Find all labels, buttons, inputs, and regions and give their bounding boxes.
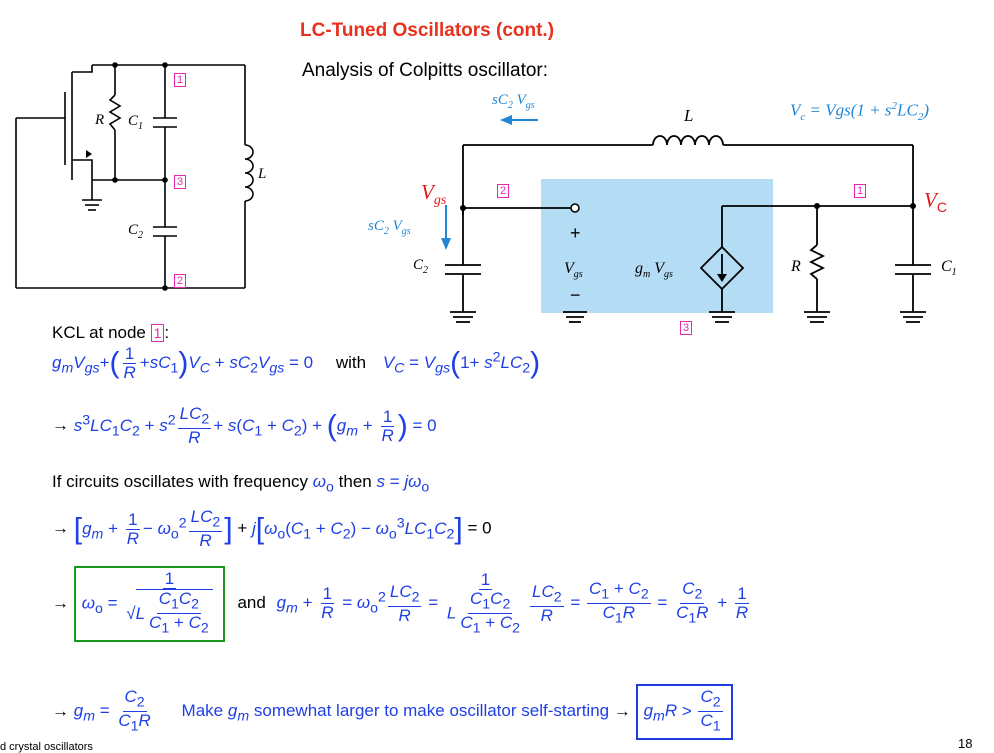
transistor-model-highlight [541, 179, 773, 313]
gm-result: → gm = C2 C1R Make gm somewhat larger to … [52, 684, 733, 740]
footer-text: d crystal oscillators [0, 741, 93, 753]
inductor-l-label: L [684, 106, 694, 125]
vgs-mid-label: Vgs [564, 260, 583, 281]
kcl-equation: gmVgs+(1 R +sC1)VC + sC2Vgs = 0 with VC = … [52, 344, 541, 382]
substituted-equation: → [gm + 1 R − ωo2 LC2 R] + j[ωo(C1 + C2) − ω… [52, 507, 492, 551]
right-r-label: R [791, 258, 801, 275]
left-l-label: L [258, 166, 267, 182]
slide-subtitle: Analysis of Colpitts oscillator: [302, 60, 549, 81]
gm-vgs-label: gm Vgs [635, 260, 673, 281]
left-node-3: 3 [174, 172, 187, 190]
plus-sign: + [570, 223, 581, 243]
vc-node-label: VC [924, 188, 947, 216]
right-node-3: 3 [680, 318, 693, 336]
left-c2-label: C2 [128, 222, 144, 241]
page-number: 18 [958, 736, 973, 751]
characteristic-equation: → s3LC1C2 + s2 LC2 R + s(C1 + C2) + (gm + 1… [52, 404, 437, 448]
colpitts-schematic [15, 62, 254, 291]
small-signal-circuit [441, 115, 931, 323]
left-node-2: 2 [174, 271, 187, 289]
left-r-label: R [95, 112, 105, 128]
vgs-node-label: Vgs [421, 180, 447, 209]
oscillation-condition: If circuits oscillates with frequency ωo… [52, 472, 430, 496]
slide-title: LC-Tuned Oscillators (cont.) [300, 20, 555, 41]
right-node-1: 1 [854, 181, 867, 199]
kcl-heading: KCL at node 1: [52, 323, 170, 342]
right-c2-label: C2 [413, 257, 429, 276]
left-c1-label: C1 [128, 113, 144, 132]
current-label-left: sC2 Vgs [368, 218, 411, 237]
right-node-2: 2 [497, 181, 510, 199]
current-label-top: sC2 Vgs [492, 92, 535, 111]
right-c1-label: C1 [941, 258, 957, 279]
vc-equation: Vc = Vgs(1 + s2LC2) [790, 100, 929, 124]
left-node-1: 1 [174, 70, 187, 88]
minus-sign: − [570, 285, 581, 305]
